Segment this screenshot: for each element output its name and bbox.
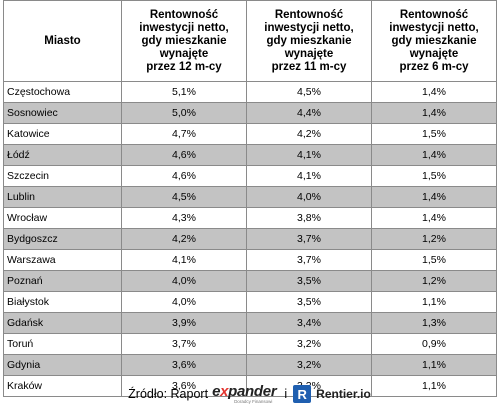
table-row: Bydgoszcz 4,2% 3,7% 1,2% bbox=[3, 228, 497, 250]
cell-city: Szczecin bbox=[3, 165, 122, 187]
cell-11m: 4,2% bbox=[246, 123, 372, 145]
cell-city: Sosnowiec bbox=[3, 102, 122, 124]
cell-11m: 4,5% bbox=[246, 81, 372, 103]
cell-6m: 1,3% bbox=[371, 312, 497, 334]
cell-11m: 3,8% bbox=[246, 207, 372, 229]
cell-city: Toruń bbox=[3, 333, 122, 355]
table-row: Łódź 4,6% 4,1% 1,4% bbox=[3, 144, 497, 166]
table-row: Gdańsk 3,9% 3,4% 1,3% bbox=[3, 312, 497, 334]
table-row: Warszawa 4,1% 3,7% 1,5% bbox=[3, 249, 497, 271]
cell-12m: 4,7% bbox=[121, 123, 247, 145]
source-line: Źródło: Raport expander Doradcy Finansow… bbox=[0, 384, 499, 404]
cell-city: Bydgoszcz bbox=[3, 228, 122, 250]
source-label: Źródło: Raport bbox=[128, 387, 209, 401]
cell-12m: 4,5% bbox=[121, 186, 247, 208]
cell-6m: 1,1% bbox=[371, 291, 497, 313]
cell-city: Katowice bbox=[3, 123, 122, 145]
cell-city: Łódź bbox=[3, 144, 122, 166]
cell-11m: 3,5% bbox=[246, 270, 372, 292]
table-header-row: Miasto Rentowność inwestycji netto, gdy … bbox=[3, 0, 497, 82]
header-12-months: Rentowność inwestycji netto, gdy mieszka… bbox=[121, 0, 247, 82]
cell-11m: 4,0% bbox=[246, 186, 372, 208]
cell-city: Białystok bbox=[3, 291, 122, 313]
table-row: Białystok 4,0% 3,5% 1,1% bbox=[3, 291, 497, 313]
cell-12m: 5,0% bbox=[121, 102, 247, 124]
expander-logo: expander Doradcy Finansowi bbox=[212, 383, 277, 404]
cell-6m: 1,1% bbox=[371, 354, 497, 376]
source-conjunction: i bbox=[284, 387, 288, 401]
cell-6m: 1,4% bbox=[371, 186, 497, 208]
cell-11m: 3,4% bbox=[246, 312, 372, 334]
header-11-months: Rentowność inwestycji netto, gdy mieszka… bbox=[246, 0, 372, 82]
cell-12m: 4,6% bbox=[121, 144, 247, 166]
cell-6m: 0,9% bbox=[371, 333, 497, 355]
table-row: Poznań 4,0% 3,5% 1,2% bbox=[3, 270, 497, 292]
cell-city: Częstochowa bbox=[3, 81, 122, 103]
cell-12m: 4,0% bbox=[121, 270, 247, 292]
rentability-table: Miasto Rentowność inwestycji netto, gdy … bbox=[3, 0, 497, 397]
cell-6m: 1,4% bbox=[371, 81, 497, 103]
table-row: Katowice 4,7% 4,2% 1,5% bbox=[3, 123, 497, 145]
cell-11m: 4,4% bbox=[246, 102, 372, 124]
cell-12m: 3,6% bbox=[121, 354, 247, 376]
cell-12m: 5,1% bbox=[121, 81, 247, 103]
cell-12m: 4,1% bbox=[121, 249, 247, 271]
cell-12m: 4,6% bbox=[121, 165, 247, 187]
table-row: Wrocław 4,3% 3,8% 1,4% bbox=[3, 207, 497, 229]
rentier-r-icon: R bbox=[293, 385, 312, 403]
cell-12m: 4,2% bbox=[121, 228, 247, 250]
cell-11m: 3,2% bbox=[246, 333, 372, 355]
cell-12m: 4,0% bbox=[121, 291, 247, 313]
cell-6m: 1,1% bbox=[371, 375, 497, 397]
cell-city: Gdynia bbox=[3, 354, 122, 376]
cell-city: Warszawa bbox=[3, 249, 122, 271]
cell-city: Gdańsk bbox=[3, 312, 122, 334]
cell-6m: 1,4% bbox=[371, 144, 497, 166]
cell-12m: 3,9% bbox=[121, 312, 247, 334]
cell-11m: 3,7% bbox=[246, 228, 372, 250]
rentier-logo: R Rentier.io bbox=[293, 385, 371, 403]
cell-11m: 4,1% bbox=[246, 165, 372, 187]
header-city: Miasto bbox=[3, 0, 122, 82]
cell-11m: 3,7% bbox=[246, 249, 372, 271]
table-row: Gdynia 3,6% 3,2% 1,1% bbox=[3, 354, 497, 376]
cell-6m: 1,5% bbox=[371, 123, 497, 145]
cell-6m: 1,5% bbox=[371, 249, 497, 271]
table-row: Szczecin 4,6% 4,1% 1,5% bbox=[3, 165, 497, 187]
cell-6m: 1,2% bbox=[371, 270, 497, 292]
cell-6m: 1,5% bbox=[371, 165, 497, 187]
cell-6m: 1,4% bbox=[371, 207, 497, 229]
cell-6m: 1,2% bbox=[371, 228, 497, 250]
cell-12m: 3,7% bbox=[121, 333, 247, 355]
cell-11m: 3,2% bbox=[246, 354, 372, 376]
table-row: Toruń 3,7% 3,2% 0,9% bbox=[3, 333, 497, 355]
cell-11m: 4,1% bbox=[246, 144, 372, 166]
table-row: Częstochowa 5,1% 4,5% 1,4% bbox=[3, 81, 497, 103]
table-row: Lublin 4,5% 4,0% 1,4% bbox=[3, 186, 497, 208]
cell-6m: 1,4% bbox=[371, 102, 497, 124]
header-6-months: Rentowność inwestycji netto, gdy mieszka… bbox=[371, 0, 497, 82]
expander-tagline: Doradcy Finansowi bbox=[234, 399, 273, 404]
cell-city: Poznań bbox=[3, 270, 122, 292]
cell-11m: 3,5% bbox=[246, 291, 372, 313]
cell-12m: 4,3% bbox=[121, 207, 247, 229]
rentier-name: Rentier.io bbox=[316, 387, 371, 401]
cell-city: Kraków bbox=[3, 375, 122, 397]
cell-city: Wrocław bbox=[3, 207, 122, 229]
table-row: Sosnowiec 5,0% 4,4% 1,4% bbox=[3, 102, 497, 124]
cell-city: Lublin bbox=[3, 186, 122, 208]
